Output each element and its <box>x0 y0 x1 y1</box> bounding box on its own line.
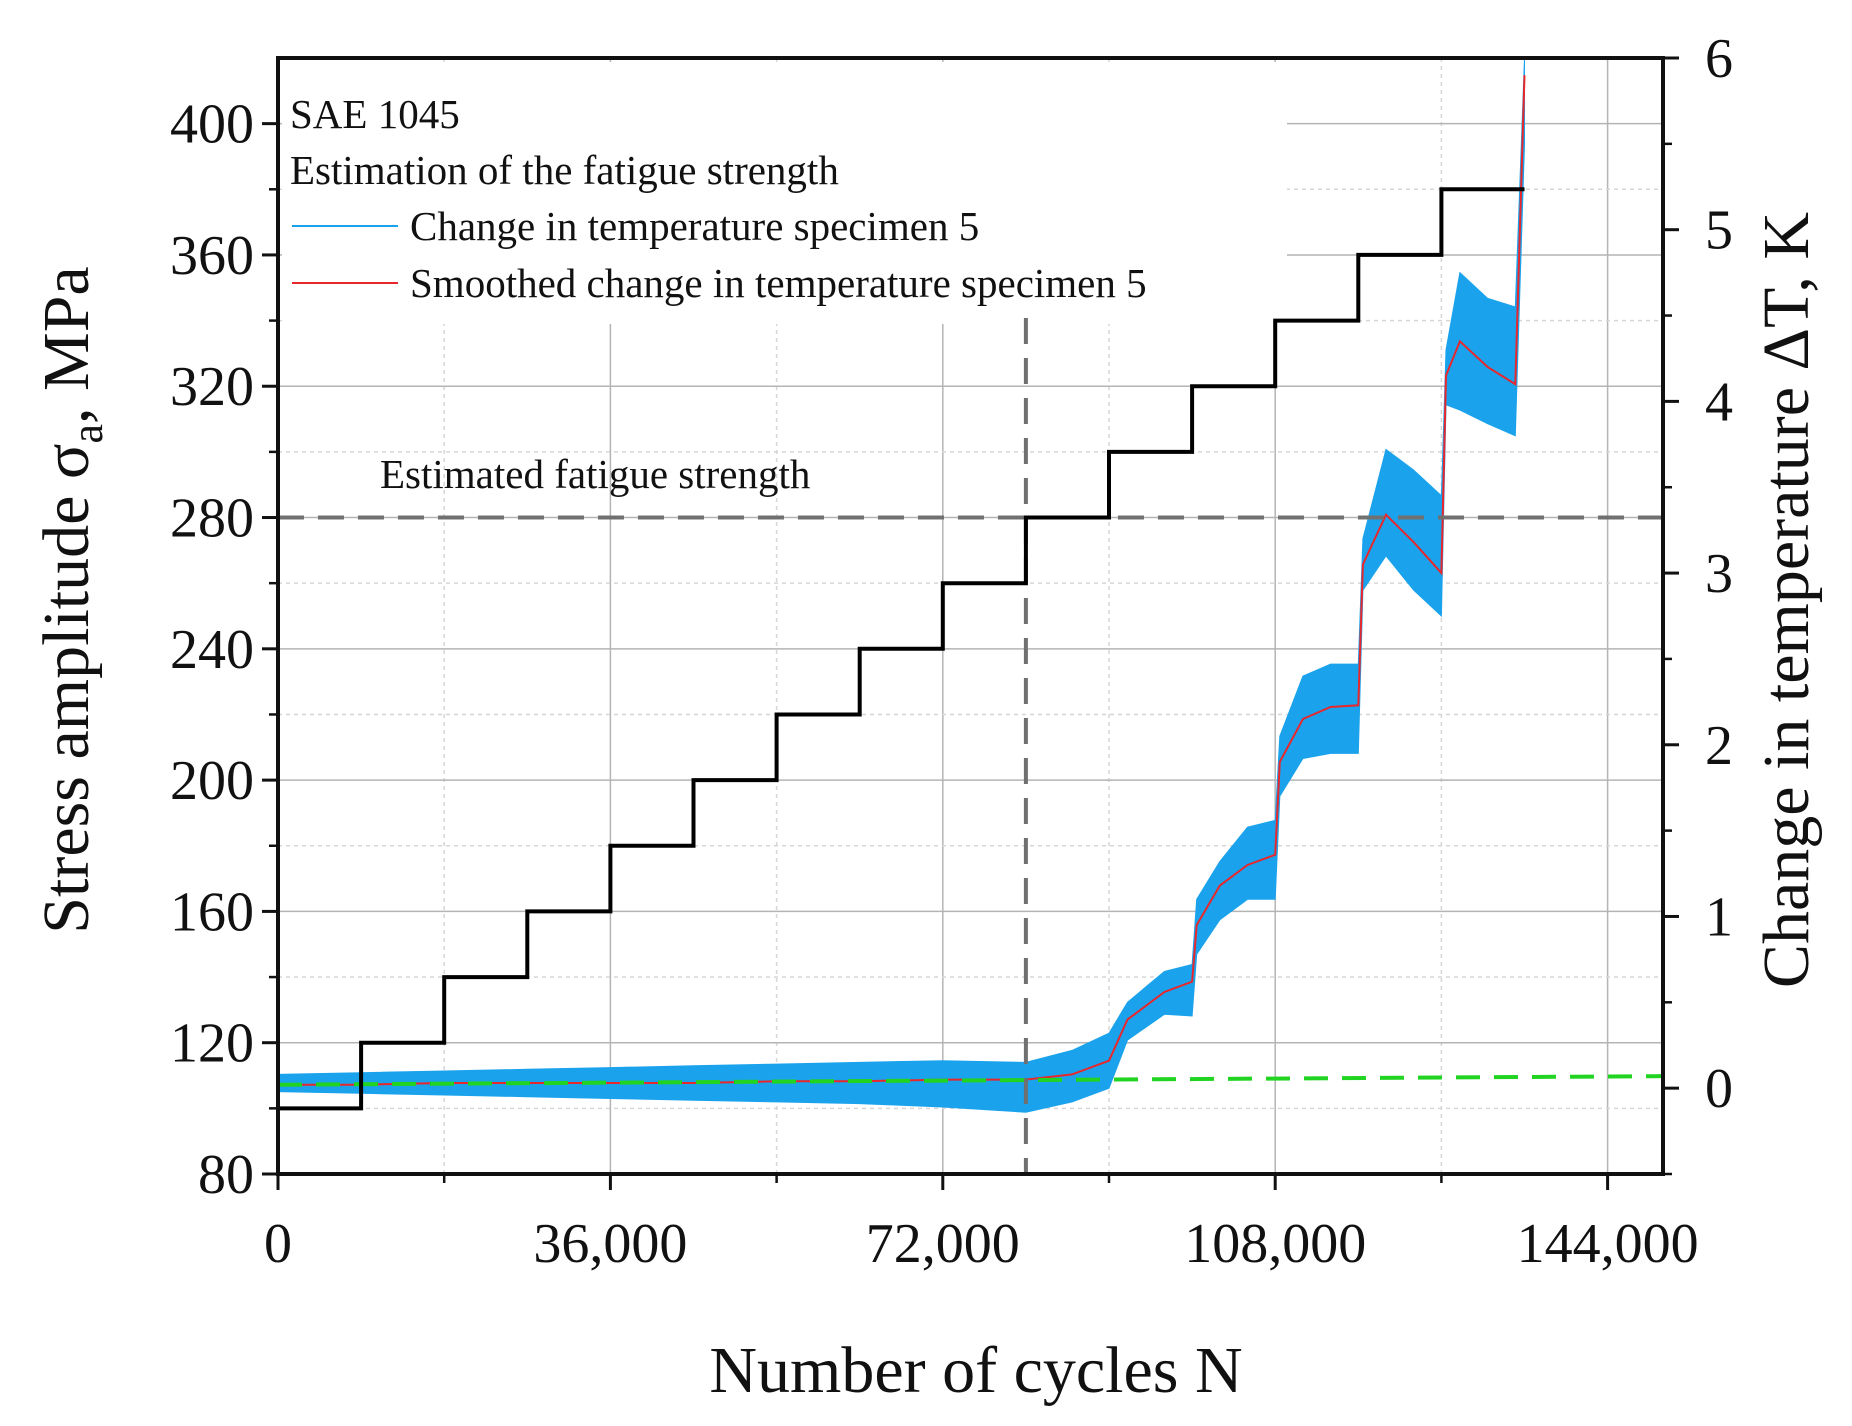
y-axis-title-main: Stress amplitude σ <box>30 444 103 934</box>
y-tick-label: 200 <box>170 750 254 812</box>
y-axis-title-tail: , MPa <box>30 266 103 424</box>
legend-backdrop <box>282 62 1287 324</box>
legend: Change in temperature specimen 5 Smoothe… <box>292 203 1147 306</box>
x-tick-label: 72,000 <box>866 1213 1020 1275</box>
y-tick-label: 120 <box>170 1013 254 1075</box>
fatigue-strength-label: Estimated fatigue strength <box>380 451 810 497</box>
x-tick-label: 108,000 <box>1184 1213 1366 1275</box>
plot-frame <box>276 56 1665 1176</box>
series-stress-amplitude-steps <box>278 187 1525 1111</box>
y-tick-label: 360 <box>170 225 254 287</box>
y2-tick-label: 2 <box>1705 715 1733 777</box>
y-tick-label: 400 <box>170 94 254 156</box>
series-raw-temperature-band <box>277 57 1525 1113</box>
y2-tick-label: 6 <box>1705 28 1733 90</box>
y2-tick-label: 1 <box>1705 886 1733 948</box>
legend-label-raw: Change in temperature specimen 5 <box>410 203 979 249</box>
y-tick-label: 280 <box>170 488 254 550</box>
series-layer <box>277 57 1664 1174</box>
y2-tick-label: 5 <box>1705 200 1733 262</box>
legend-label-smoothed: Smoothed change in temperature specimen … <box>410 260 1147 306</box>
x-tick-label: 36,000 <box>533 1213 687 1275</box>
y-axis-title-sub: a <box>63 424 112 444</box>
y2-axis-title: Change in temperature ΔT, K <box>1750 212 1823 988</box>
y-tick-label: 240 <box>170 619 254 681</box>
y2-tick-label: 0 <box>1705 1058 1733 1120</box>
axes-layer: 0 36,000 72,000 108,000 144,0008012016020024… <box>170 28 1733 1275</box>
y2-tick-label: 3 <box>1705 543 1733 605</box>
y2-tick-label: 4 <box>1705 371 1733 433</box>
y-tick-label: 80 <box>198 1144 254 1206</box>
material-label: SAE 1045 <box>290 91 460 137</box>
subtitle-label: Estimation of the fatigue strength <box>290 147 839 193</box>
x-tick-label: 144,000 <box>1517 1213 1699 1275</box>
y-tick-label: 320 <box>170 356 254 418</box>
x-axis-title: Number of cycles N <box>709 1334 1242 1407</box>
x-tick-label: 0 <box>264 1213 292 1275</box>
series-baseline-trend <box>277 1074 1664 1087</box>
y-axis-title: Stress amplitude σa, MPa <box>30 266 112 933</box>
y-tick-label: 160 <box>170 881 254 943</box>
